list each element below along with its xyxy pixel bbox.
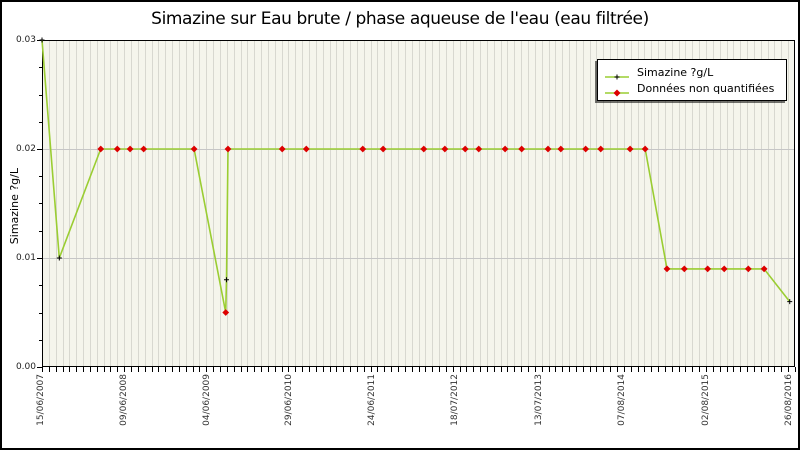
x-tick-label: 13/07/2013 (533, 374, 544, 426)
quantified-point-marker (39, 37, 45, 43)
legend-label-non-quantified: Données non quantifiées (637, 81, 775, 95)
y-tick-label: 0.01 (15, 253, 36, 263)
non-quantified-point-marker (744, 265, 752, 273)
non-quantified-point-marker (126, 145, 134, 153)
non-quantified-point-marker (544, 145, 552, 153)
non-quantified-point-marker (441, 145, 449, 153)
plot-border (42, 40, 795, 367)
y-tick-label: 0.00 (15, 362, 36, 372)
non-quantified-point-marker (224, 145, 232, 153)
x-tick-label: 18/07/2012 (450, 374, 461, 426)
non-quantified-point-marker (720, 265, 728, 273)
non-quantified-point-marker (97, 145, 105, 153)
non-quantified-point-marker (278, 145, 286, 153)
non-quantified-point-marker (582, 145, 590, 153)
legend-label-simazine: Simazine ?g/L (637, 65, 714, 79)
non-quantified-point-marker (557, 145, 565, 153)
non-quantified-point-marker (359, 145, 367, 153)
x-tick-label: 07/08/2014 (616, 374, 627, 426)
quantified-series-swatch-icon (604, 67, 630, 80)
x-tick-label: 15/06/2007 (36, 374, 46, 426)
legend-item-simazine: Simazine ?g/L (604, 64, 780, 80)
non-quantified-point-marker (379, 145, 387, 153)
non-quantified-point-marker (680, 265, 688, 273)
x-tick-label: 02/08/2015 (700, 374, 711, 426)
quantified-point-marker (223, 277, 229, 283)
non-quantified-point-marker (113, 145, 121, 153)
non-quantified-point-marker (302, 145, 310, 153)
y-tick-label: 0.03 (15, 35, 36, 45)
x-tick-label: 04/06/2009 (201, 374, 212, 426)
non-quantified-point-marker (501, 145, 509, 153)
x-tick-label: 09/06/2008 (118, 374, 129, 426)
non-quantified-point-marker (140, 145, 148, 153)
chart-title: Simazine sur Eau brute / phase aqueuse d… (151, 9, 649, 29)
non-quantified-point-marker (518, 145, 526, 153)
legend-item-non-quantified: Données non quantifiées (604, 80, 780, 97)
x-tick-label: 24/06/2011 (367, 374, 378, 426)
non-quantified-point-marker (190, 145, 198, 153)
non-quantified-point-marker (760, 265, 768, 273)
x-tick-label: 26/08/2016 (783, 374, 794, 426)
legend: Simazine ?g/L Données non quantifiées (597, 59, 787, 101)
non-quantified-marker-swatch-icon (604, 83, 630, 97)
x-tick-label: 29/06/2010 (283, 374, 294, 426)
non-quantified-point-marker (663, 265, 671, 273)
non-quantified-point-marker (597, 145, 605, 153)
non-quantified-point-marker (704, 265, 712, 273)
non-quantified-point-marker (461, 145, 469, 153)
quantified-point-marker (787, 299, 793, 305)
non-quantified-point-marker (641, 145, 649, 153)
non-quantified-point-marker (420, 145, 428, 153)
y-tick-label: 0.02 (15, 144, 36, 154)
non-quantified-point-marker (222, 309, 230, 316)
non-quantified-point-marker (475, 145, 483, 153)
non-quantified-point-marker (626, 145, 634, 153)
quantified-point-marker (56, 255, 62, 261)
